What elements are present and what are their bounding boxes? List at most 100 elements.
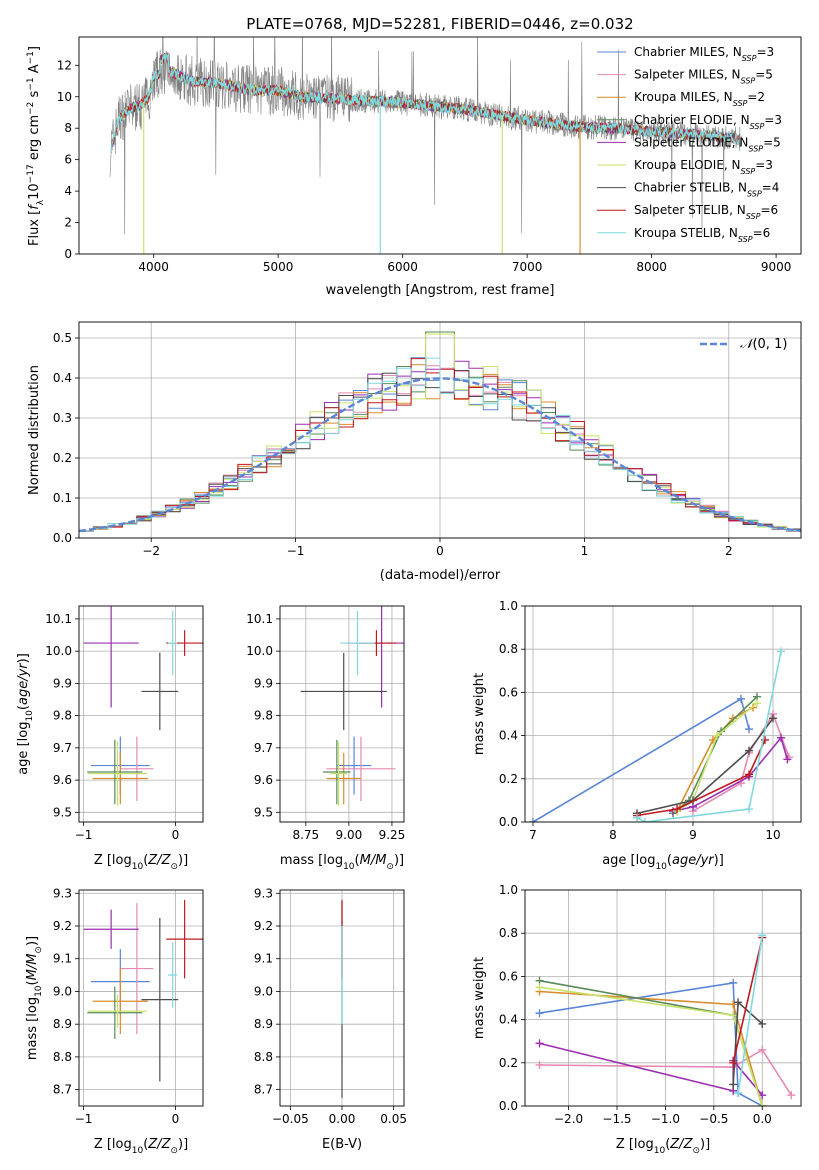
y-tick-label: 0.0 [53,531,72,545]
y-tick-label: 10 [57,90,72,104]
y-tick-label: 6 [64,153,72,167]
y-tick-label: 9.7 [254,741,273,755]
plot-area [83,899,203,1082]
panel-residual_hist: −2 −1 0 1 2 0.0 0.1 0.2 0.3 0.4 0.5 𝒩(0, 1) (data-mo… [27,321,802,583]
panel-age_vs_Z: −1 0 9.5 9.6 9.7 9.8 9.9 10.0 10.1 Z [log10(Z/Z⊙)… [16,605,204,872]
x-tick-label: 0 [172,1112,180,1126]
mass-weight-line [636,717,774,815]
mass-weight-marker [535,1039,544,1048]
y-tick-label: 0.0 [499,1099,518,1113]
y-tick-label: 9.1 [254,952,273,966]
axes-frame [78,36,802,255]
x-tick-label: 7 [529,828,537,842]
x-tick-label: 0 [172,828,180,842]
x-tick-label: −1.5 [602,1112,631,1126]
panel-mass_vs_ebv: −0.05 0.00 0.05 8.7 8.8 8.9 9.0 9.1 9.2 9.3 [254,886,407,1126]
y-tick-label: 9.7 [53,741,72,755]
x-tick-label: 0 [436,544,444,558]
residual-histogram-step [79,357,801,532]
y-tick-label: 9.3 [53,886,72,900]
x-tick-label: 6000 [387,260,418,274]
y-tick-label: 0.8 [499,642,518,656]
x-tick-label: 9.00 [336,828,363,842]
y-axis-label: mass weight [472,673,487,755]
x-tick-label: 7000 [512,260,543,274]
y-tick-label: 9.6 [254,773,273,787]
legend-entry: Salpeter STELIB, NSSP=6 [634,203,778,221]
y-axis-label: Flux [fλ10−17 erg cm−2 s−1 A−1] [26,46,46,246]
plot-area [300,606,404,806]
spectrum-legend: Chabrier MILES, NSSP=3 Salpeter MILES, NS… [597,45,782,243]
panel-weight_vs_Z: −2.0 −1.5 −1.0 −0.5 0.0 0.0 0.2 0.4 0.6 0.8 1.0 Z [… [472,883,802,1156]
y-tick-label: 8.8 [53,1050,72,1064]
mass-weight-marker [729,1011,738,1020]
x-axis-label: (data-model)/error [380,568,501,583]
mass-weight-line [732,937,764,1063]
x-axis-label: wavelength [Angstrom, rest frame] [326,283,555,298]
y-tick-label: 8 [64,121,72,135]
mass-weight-marker [777,733,785,742]
mass-weight-marker [745,725,753,734]
y-tick-label: 0.2 [499,772,518,786]
y-tick-label: 1.0 [499,599,518,613]
x-axis-label: age [log10(age/yr)] [602,853,724,872]
mass-weight-line [676,702,758,812]
x-tick-label: 10 [765,828,780,842]
legend-entry: Kroupa ELODIE, NSSP=3 [634,158,773,176]
y-tick-label: 9.2 [53,919,72,933]
y-tick-label: 8.7 [254,1083,273,1097]
mass-weight-marker [673,805,681,814]
axes-frame [78,889,204,1107]
y-tick-label: 9.5 [254,805,273,819]
y-axis-label: age [log10(age/yr)] [16,653,35,775]
y-tick-label: 4 [64,184,72,198]
y-tick-label: 8.9 [254,1017,273,1031]
x-tick-label: −1 [75,1112,93,1126]
y-tick-label: 10.0 [45,644,72,658]
legend-entry: Kroupa STELIB, NSSP=6 [634,226,770,244]
x-axis-label: E(B-V) [322,1137,362,1152]
model-spectrum-line [110,53,740,153]
mass-weight-line [539,1042,763,1096]
y-axis-label: mass weight [472,957,487,1039]
y-tick-label: 12 [57,58,72,72]
x-tick-label: 1 [581,544,589,558]
y-axis-label: mass [log10(M/M⊙)] [25,936,44,1060]
x-tick-label: 5000 [263,260,294,274]
y-tick-label: 10.1 [45,612,72,626]
mass-weight-marker [535,983,544,992]
y-tick-label: 8.8 [254,1050,273,1064]
mass-weight-marker [729,978,738,987]
normal-reference-curve [79,377,801,533]
x-tick-label: −0.05 [272,1112,309,1126]
x-tick-label: −2 [142,544,160,558]
mass-weight-line [532,697,750,822]
legend-entry: Chabrier STELIB, NSSP=4 [634,181,779,199]
x-axis-label: Z [log10(Z/Z⊙)] [616,1137,710,1156]
y-tick-label: 0.8 [499,926,518,940]
mass-weight-marker [758,1045,767,1054]
x-tick-label: 4000 [138,260,169,274]
mass-weight-line [636,739,766,817]
mass-weight-marker [535,1009,544,1018]
x-tick-label: 9 [689,828,697,842]
legend-entry: Salpeter MILES, NSSP=5 [634,68,773,86]
mass-weight-marker [729,1058,738,1067]
y-tick-label: 2 [64,216,72,230]
y-axis-label: Normed distribution [27,365,42,495]
plot-area [535,931,796,1106]
x-axis-label: Z [log10(Z/Z⊙)] [94,1137,188,1156]
panel-spectrum: 4000 5000 6000 7000 8000 9000 0 2 4 6 8 10 12 Chabrie… [26,36,802,298]
x-tick-label: 9.25 [379,828,406,842]
y-tick-label: 0.4 [499,1013,518,1027]
x-axis-label: Z [log10(Z/Z⊙)] [94,853,188,872]
axes-frame [279,605,405,823]
axes-frame [279,889,405,1107]
axes-frame [524,889,802,1107]
plot-area [529,647,793,822]
y-tick-label: 0.0 [499,815,518,829]
y-tick-label: 0.6 [499,969,518,983]
mass-weight-marker [529,818,537,822]
y-tick-label: 9.0 [53,984,72,998]
